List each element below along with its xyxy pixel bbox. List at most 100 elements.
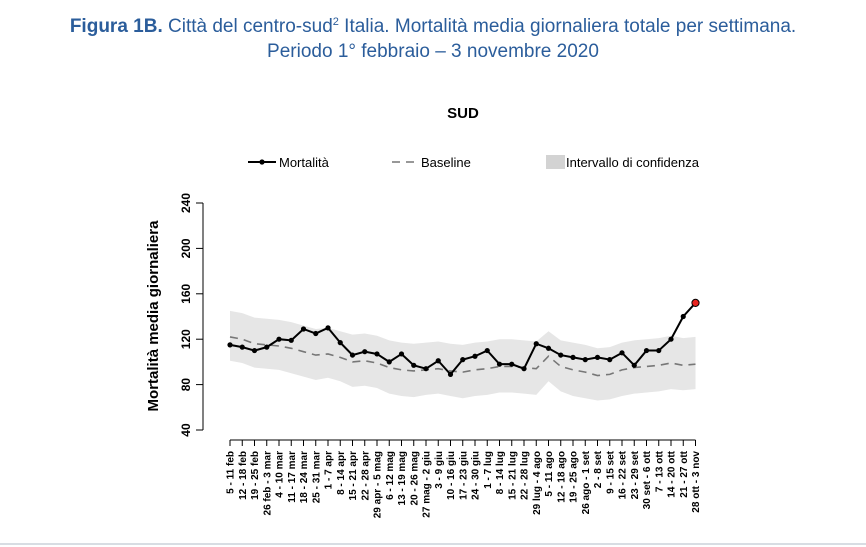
x-tick-label: 3 - 9 giu [434,451,445,489]
mortality-point [607,357,613,363]
y-tick-label: 120 [179,329,193,349]
mortality-point [398,351,405,357]
mortality-point [472,353,478,359]
x-tick-label: 2 - 8 set [593,450,604,488]
caption-line-2: Periodo 1° febbraio – 3 novembre 2020 [267,41,599,62]
mortality-point [680,313,686,320]
mortality-point [460,357,466,363]
caption-footnote-marker: 2 [332,16,339,28]
mortality-point [374,351,380,357]
caption-label: Figura 1B. [69,16,163,37]
x-tick-label: 20 - 26 mag [409,451,420,505]
x-tick-label: 10 - 16 giu [446,451,457,500]
mortality-point [386,359,392,365]
x-tick-label: 12 - 18 feb [238,451,249,500]
x-tick-label: 18 - 24 mar [299,451,310,503]
mortality-point [545,345,552,351]
caption-line-1: Figura 1B. Città del centro-sud2 Italia.… [0,14,866,39]
x-tick-label: 15 - 21 lug [507,451,518,500]
plot-area: 40 80 120 160 200 240 Mortalità media giornali… [145,193,702,519]
caption-title-pre: Città del centro-sud [168,16,333,37]
x-tick-label: 23 - 29 set [630,450,641,499]
y-tick-label: 240 [179,193,193,213]
x-tick-label: 13 - 19 mag [397,451,408,505]
mortality-point [619,350,625,356]
mortality-point [533,341,539,347]
x-tick-label: 19 - 25 feb [250,451,261,500]
x-tick-label: 29 apr - 5 mag [373,451,384,518]
x-tick-label: 17 - 23 giu [458,451,469,500]
x-tick-label: 27 mag - 2 giu [422,451,433,518]
mortality-point [484,347,490,354]
x-tick-label: 19 - 25 ago [569,451,580,503]
mortality-point [325,325,331,331]
y-axis-title: Mortalità media giornaliera [145,220,162,412]
x-tick-label: 8 - 14 lug [495,451,506,494]
mortality-point-latest [691,298,700,307]
mortality-point [656,347,662,354]
x-tick-label: 6 - 12 mag [385,451,396,500]
mortality-point [239,344,245,350]
chart-legend: Mortalità Baseline Intervallo di confide… [248,155,700,170]
caption-title-post: Italia. Mortalità media giornaliera tota… [338,16,797,37]
mortality-point [264,344,270,350]
mortality-point [631,362,637,368]
x-tick-label: 7 - 13 ott [654,450,665,492]
x-tick-label: 8 - 14 apr [336,451,347,495]
x-tick-label: 12 - 18 ago [556,451,567,503]
legend-mortality-marker [259,159,265,165]
x-tick-label: 25 - 31 mar [311,451,322,503]
mortality-point [423,366,429,372]
mortality-point [337,340,343,346]
mortality-point [558,352,564,358]
x-tick-label: 5 - 11 feb [226,451,237,494]
mortality-point [668,336,674,342]
x-tick-label: 14 - 20 ott [667,450,678,497]
legend-baseline-label: Baseline [421,155,471,170]
mortality-point [251,347,258,354]
mortality-point [362,349,368,355]
x-tick-label: 15 - 21 apr [348,451,359,501]
legend-ci-swatch [546,155,565,169]
x-tick-label: 29 lug - 4 ago [532,451,543,515]
legend-ci-label: Intervallo di confidenza [566,155,700,170]
mortality-point [570,354,576,360]
x-tick-label: 26 ago - 1 set [581,450,592,514]
x-tick-label: 21 - 27 ott [679,450,690,497]
mortality-point [227,342,233,348]
mortality-point [313,330,319,337]
figure-caption: Figura 1B. Città del centro-sud2 Italia.… [0,14,866,64]
x-tick-label: 5 - 11 ago [544,451,555,497]
mortality-point [288,337,294,343]
x-tick-label: 4 - 10 mar [275,451,286,498]
mortality-point [643,347,650,354]
x-tick-label: 9 - 15 set [605,450,616,493]
x-tick-label: 22 - 28 apr [360,451,371,501]
x-tick-label: 16 - 22 set [618,450,629,499]
y-tick-label: 200 [179,238,193,258]
y-tick-label: 40 [179,423,193,437]
mortality-point [521,366,527,372]
x-tick-label: 24 - 30 giu [471,451,482,500]
x-tick-label: 28 ott - 3 nov [691,451,702,513]
mortality-point [349,352,356,358]
x-tick-label: 1 - 7 lug [483,451,494,489]
x-tick-label: 22 - 28 lug [520,451,531,500]
baseline-line [229,336,696,377]
mortality-point [447,371,454,377]
y-tick-label: 80 [179,378,193,392]
page-divider [0,543,866,545]
chart-title: SUD [447,105,479,122]
x-tick-label: 26 feb - 3 mar [262,451,273,516]
y-tick-label: 160 [179,283,193,303]
mortality-point [411,362,417,368]
mortality-point [582,357,588,363]
confidence-band [230,310,696,401]
mortality-point [509,361,515,367]
mortality-point [594,354,601,360]
mortality-point [435,358,441,364]
mortality-point [496,361,503,367]
legend-mortality-label: Mortalità [279,155,330,170]
mortality-point [276,336,282,342]
